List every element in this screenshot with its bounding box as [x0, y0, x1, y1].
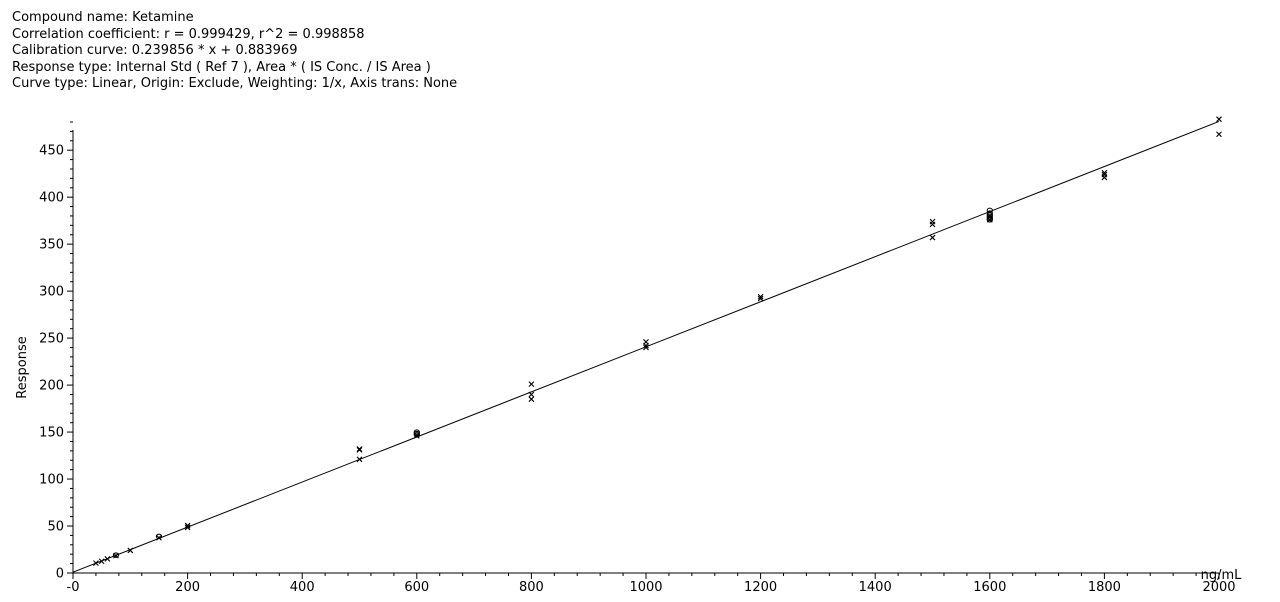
y-tick-label: 200: [39, 379, 64, 394]
data-point-cross: [528, 381, 535, 388]
y-tick-label: 100: [39, 473, 64, 488]
x-tick-label: 1200: [744, 580, 777, 595]
cross-stroke: [643, 344, 649, 351]
data-point-cross: [643, 338, 649, 345]
curve-type: Curve type: Linear, Origin: Exclude, Wei…: [12, 76, 458, 91]
cross-stroke: [1216, 131, 1222, 138]
x-tick-label: 200: [175, 580, 200, 595]
report-header: Compound name: Ketamine Correlation coef…: [12, 10, 457, 93]
data-point-cross: [356, 456, 363, 463]
axes: -0 200 400 600 800 1000 1200 1400 1600 1800 2000 0 5…: [39, 121, 1236, 595]
data-point-cross: [528, 396, 535, 403]
cross-stroke: [528, 396, 535, 403]
y-tick-label: 150: [39, 426, 64, 441]
cross-stroke: [127, 547, 134, 554]
data-point-cross: [528, 391, 535, 398]
cross-stroke: [356, 447, 363, 453]
cross-stroke: [929, 234, 936, 241]
cross-stroke: [98, 558, 105, 565]
calibration-curve: Calibration curve: 0.239856 * x + 0.8839…: [12, 43, 298, 58]
y-tick-label: 350: [39, 238, 64, 253]
x-tick-label: 2000: [1202, 580, 1235, 595]
y-tick-label: 50: [47, 520, 64, 535]
data-point-cross: [98, 558, 105, 565]
data-point-circle: [112, 552, 120, 558]
data-point-cross: [184, 524, 191, 531]
data-point-circle: [155, 533, 163, 540]
data-point-cross: [757, 293, 764, 300]
y-tick-label: 0: [56, 567, 64, 582]
data-point-cross: [156, 534, 162, 541]
data-point-circle: [986, 214, 993, 220]
axis-labels: ng/mL Response: [15, 336, 1242, 583]
y-tick-label: 300: [39, 285, 64, 300]
cross-stroke: [757, 293, 764, 300]
compound-name: Compound name: Ketamine: [12, 10, 194, 25]
cross-stroke: [356, 456, 363, 463]
x-tick-label: 1800: [1088, 580, 1121, 595]
data-point-circle: [413, 429, 420, 435]
cross-stroke: [184, 522, 191, 529]
cross-stroke: [528, 391, 535, 398]
cross-stroke: [184, 524, 191, 531]
cross-stroke: [93, 560, 99, 567]
data-point-cross: [104, 556, 111, 562]
y-tick-label: 250: [39, 332, 64, 347]
x-tick-label: -0: [67, 580, 80, 595]
cross-stroke: [156, 534, 162, 541]
x-tick-label: 1400: [859, 580, 892, 595]
y-tick-label: 450: [39, 144, 64, 159]
data-point-cross: [643, 344, 649, 351]
x-tick-label: 800: [519, 580, 544, 595]
x-tick-label: 600: [404, 580, 429, 595]
cross-stroke: [757, 295, 764, 302]
x-axis-title: ng/mL: [1201, 568, 1243, 583]
y-tick-label: 400: [39, 191, 64, 206]
cross-stroke: [1216, 116, 1222, 123]
response-type: Response type: Internal Std ( Ref 7 ), A…: [12, 59, 431, 75]
data-point-cross: [929, 218, 936, 225]
x-tick-label: 400: [290, 580, 315, 595]
data-point-cross: [356, 446, 363, 452]
correlation-coefficient: Correlation coefficient: r = 0.999429, r…: [12, 26, 365, 42]
x-tick-label: 1000: [629, 580, 662, 595]
cross-stroke: [643, 338, 649, 345]
data-point-cross: [1216, 131, 1222, 138]
cross-stroke: [104, 556, 111, 562]
data-point-cross: [356, 447, 363, 453]
data-point-circle: [986, 207, 993, 214]
data-point-cross: [93, 560, 99, 567]
data-point-cross: [127, 547, 134, 554]
data-points: [93, 116, 1222, 567]
data-point-cross: [1216, 116, 1222, 123]
y-axis-title: Response: [15, 336, 30, 398]
cross-stroke: [528, 381, 535, 388]
data-point-circle: [986, 210, 993, 216]
data-point-cross: [184, 522, 191, 529]
cross-stroke: [356, 446, 363, 452]
cross-stroke: [1101, 171, 1108, 178]
data-point-cross: [1101, 169, 1108, 176]
data-point-cross: [1101, 171, 1108, 178]
data-point-cross: [757, 295, 764, 302]
cross-stroke: [929, 218, 936, 225]
data-point-cross: [929, 234, 936, 241]
cross-stroke: [1101, 169, 1108, 176]
x-tick-label: 1600: [973, 580, 1006, 595]
